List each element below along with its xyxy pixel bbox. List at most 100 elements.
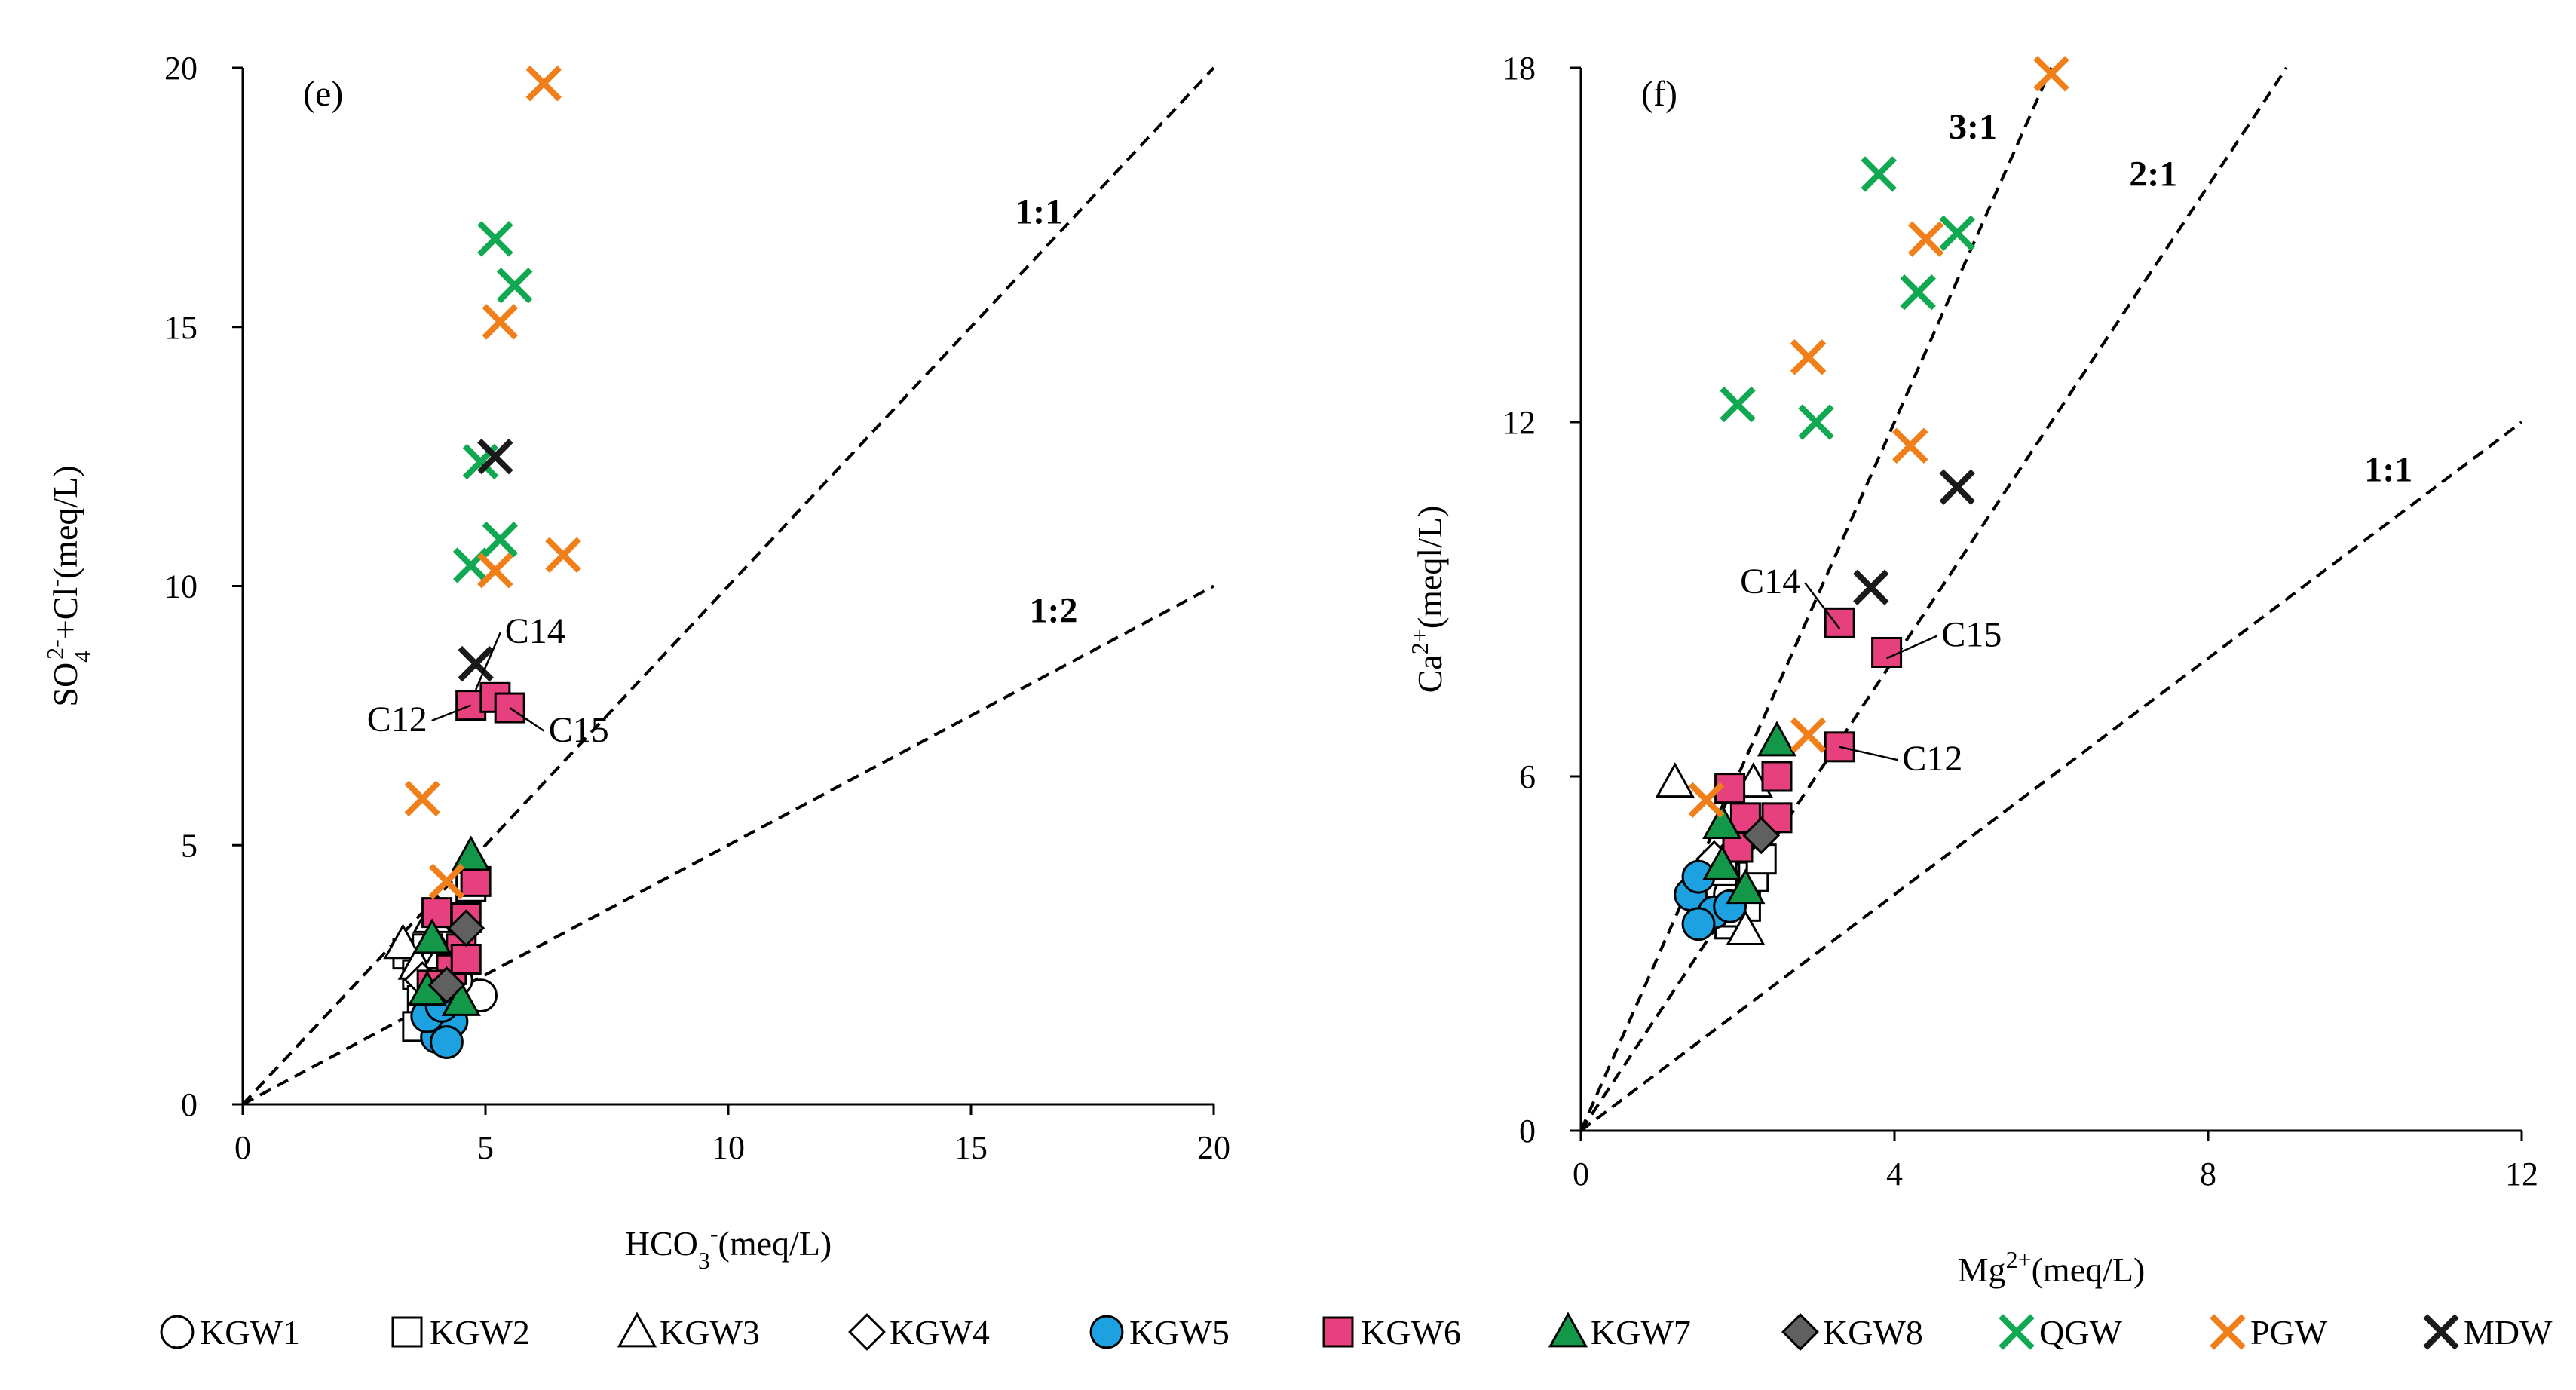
callout-leader xyxy=(509,707,545,732)
ratio-line-label: 2:1 xyxy=(2129,155,2177,194)
legend-item-kgw7: KGW7 xyxy=(1548,1312,1691,1352)
point-pgw xyxy=(525,65,562,102)
legend-label: MDW xyxy=(2464,1313,2553,1352)
point-qgw xyxy=(477,221,513,257)
y-tick-label: 12 xyxy=(1502,404,1536,441)
callout-leader xyxy=(474,632,501,690)
callout-label: C12 xyxy=(1902,739,1962,779)
point-kgw7 xyxy=(1726,868,1766,905)
point-qgw xyxy=(1939,215,1975,252)
y-tick-label: 18 xyxy=(1502,50,1536,87)
x-axis-title: Mg2+(meq/L) xyxy=(1958,1246,2146,1289)
point-kgw7 xyxy=(1548,1312,1588,1348)
y-tick-label: 0 xyxy=(181,1086,198,1123)
ratio-line-label: 1:1 xyxy=(1015,191,1063,231)
legend-label: KGW2 xyxy=(430,1313,530,1352)
point-pgw xyxy=(1688,782,1725,819)
point-kgw3 xyxy=(1655,762,1695,798)
callout-leader xyxy=(1886,635,1937,660)
callouts: C14 C15 C12 xyxy=(1740,562,2002,779)
point-kgw8 xyxy=(1742,816,1781,855)
data-points xyxy=(383,65,581,1059)
point-kgw3 xyxy=(1726,910,1766,946)
y-tick-label: 10 xyxy=(164,568,198,605)
point-kgw8 xyxy=(427,966,466,1004)
ratio-line-label: 3:1 xyxy=(1949,107,1997,147)
point-kgw6 xyxy=(460,865,492,897)
y-tick-label: 20 xyxy=(164,50,198,87)
point-kgw4 xyxy=(848,1313,886,1351)
point-kgw8 xyxy=(1781,1313,1819,1351)
point-qgw xyxy=(1720,386,1756,423)
point-mdw xyxy=(1853,569,1889,606)
point-kgw7 xyxy=(1757,721,1797,757)
point-kgw7 xyxy=(1702,844,1742,880)
point-qgw xyxy=(1861,156,1897,192)
legend-item-pgw: PGW xyxy=(2210,1313,2328,1352)
callout-leader xyxy=(431,704,472,722)
point-qgw xyxy=(1798,404,1834,440)
point-kgw6 xyxy=(1871,637,1903,668)
point-pgw xyxy=(1790,339,1827,375)
point-pgw xyxy=(2210,1314,2246,1350)
ratio-line xyxy=(1579,67,2053,1131)
legend-item-kgw5: KGW5 xyxy=(1089,1313,1230,1352)
point-qgw xyxy=(496,268,533,304)
legend-item-kgw2: KGW2 xyxy=(391,1313,530,1352)
legend-label: KGW3 xyxy=(660,1313,760,1352)
x-tick-label: 12 xyxy=(2505,1156,2538,1193)
y-tick-label: 15 xyxy=(164,309,198,346)
legend: KGW1 KGW2 KGW3 KGW4 KGW5 KGW6 KGW7 KGW8 QGW PGW MD… xyxy=(160,1312,2553,1352)
point-kgw5 xyxy=(1681,907,1716,941)
y-axis-title: SO42-+Cl-(meq/L) xyxy=(41,465,96,706)
legend-label: QGW xyxy=(2039,1313,2122,1352)
point-kgw8 xyxy=(447,909,485,948)
x-tick-label: 0 xyxy=(234,1129,251,1166)
panel-label: (e) xyxy=(303,74,343,114)
callouts: C14 C12 C15 xyxy=(367,611,609,750)
ratio-line xyxy=(1579,66,2288,1132)
ratio-line-label: 1:1 xyxy=(2364,449,2412,489)
legend-label: KGW5 xyxy=(1129,1313,1230,1352)
legend-item-kgw6: KGW6 xyxy=(1322,1313,1461,1352)
point-kgw6 xyxy=(1761,761,1793,792)
callout-leader xyxy=(1839,746,1898,761)
point-kgw7 xyxy=(451,835,491,871)
panel-label: (f) xyxy=(1641,74,1677,114)
point-pgw xyxy=(482,304,519,340)
legend-item-mdw: MDW xyxy=(2423,1313,2553,1352)
point-kgw6 xyxy=(450,944,482,975)
point-kgw6 xyxy=(421,897,453,929)
legend-label: KGW7 xyxy=(1591,1313,1691,1352)
x-tick-label: 10 xyxy=(712,1129,745,1166)
x-tick-label: 4 xyxy=(1886,1156,1903,1193)
legend-label: PGW xyxy=(2250,1313,2328,1352)
x-axis-title: HCO3-(meq/L) xyxy=(625,1220,832,1274)
legend-label: KGW6 xyxy=(1361,1313,1461,1352)
point-kgw5 xyxy=(430,1025,464,1059)
x-tick-label: 0 xyxy=(1573,1156,1589,1193)
ratio-line xyxy=(1579,421,2523,1132)
point-kgw2 xyxy=(391,1316,423,1348)
point-kgw6 xyxy=(1322,1316,1354,1348)
point-pgw xyxy=(545,537,581,573)
point-mdw xyxy=(477,438,513,475)
legend-label: KGW8 xyxy=(1823,1313,1923,1352)
y-tick-label: 5 xyxy=(181,827,198,864)
ratio-line xyxy=(242,584,1214,1106)
y-tick-label: 0 xyxy=(1519,1113,1536,1150)
chart-f: 3:1 2:1 1:1 0 4 8 12 0 6 12 18 (f) Mg2+(meq/L) Ca2+(m… xyxy=(1406,50,2538,1289)
point-mdw xyxy=(458,645,494,682)
callout-label: C14 xyxy=(1740,562,1800,602)
point-kgw3 xyxy=(617,1312,657,1348)
point-qgw xyxy=(482,521,519,558)
legend-label: KGW4 xyxy=(890,1313,990,1352)
callout-leader xyxy=(1804,582,1841,629)
ratio-lines: 1:1 1:2 xyxy=(241,66,1215,1106)
point-kgw7 xyxy=(441,980,481,1016)
point-pgw xyxy=(2033,56,2069,92)
y-axis-title: Ca2+(meql/L) xyxy=(1406,506,1449,693)
point-mdw xyxy=(2423,1314,2459,1350)
legend-item-kgw8: KGW8 xyxy=(1781,1313,1923,1352)
